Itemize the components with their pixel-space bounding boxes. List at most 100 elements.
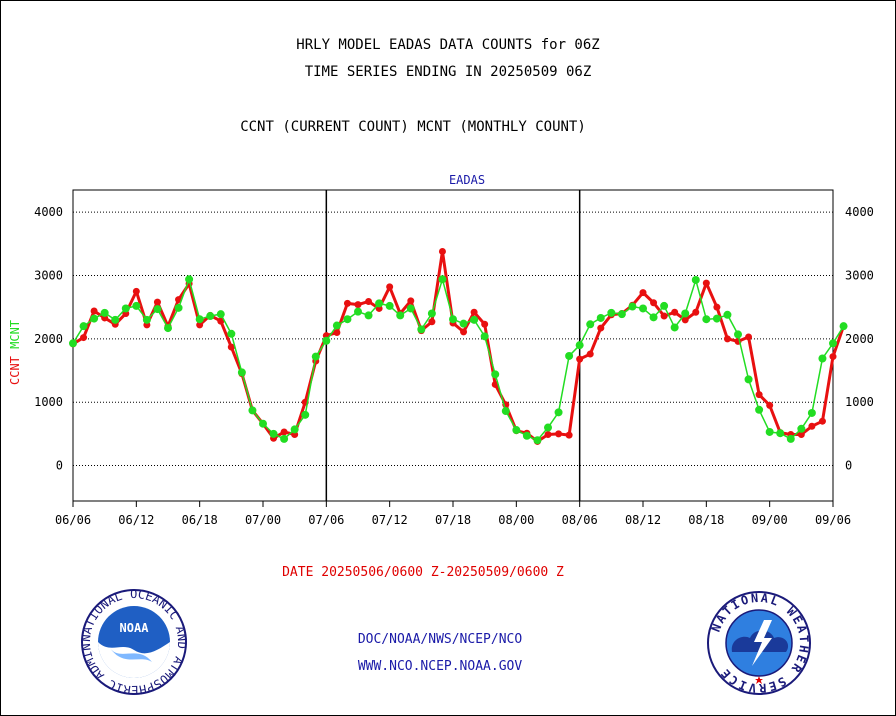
- data-point-mcnt: [301, 410, 310, 419]
- x-tick-label: 07/00: [245, 513, 281, 527]
- data-point-mcnt: [427, 309, 436, 318]
- data-point-mcnt: [354, 307, 362, 316]
- data-point-mcnt: [69, 339, 77, 348]
- data-point-ccnt: [808, 422, 816, 430]
- data-point-mcnt: [153, 305, 162, 314]
- data-point-mcnt: [670, 323, 679, 332]
- data-point-mcnt: [501, 407, 510, 416]
- data-point-ccnt: [217, 317, 225, 325]
- data-point-mcnt: [596, 313, 605, 322]
- data-point-mcnt: [586, 320, 595, 329]
- data-point-ccnt: [766, 401, 774, 409]
- y-axis-label-mcnt: MCNT: [8, 320, 22, 356]
- data-point-mcnt: [195, 315, 204, 324]
- data-point-mcnt: [480, 332, 489, 341]
- data-point-mcnt: [544, 423, 552, 432]
- data-point-mcnt: [829, 339, 837, 348]
- data-point-ccnt: [660, 312, 668, 320]
- data-point-mcnt: [786, 434, 795, 443]
- data-point-mcnt: [185, 275, 194, 284]
- data-point-mcnt: [406, 304, 415, 313]
- y-tick-label-left: 3000: [34, 269, 63, 283]
- data-point-mcnt: [174, 303, 183, 312]
- data-point-mcnt: [765, 427, 774, 436]
- y-tick-label-right: 3000: [845, 269, 874, 283]
- data-point-mcnt: [755, 405, 764, 414]
- data-point-mcnt: [311, 352, 320, 361]
- data-point-ccnt: [745, 333, 753, 341]
- data-point-mcnt: [734, 330, 742, 339]
- data-point-ccnt: [280, 428, 288, 436]
- data-point-mcnt: [132, 301, 141, 310]
- data-point-mcnt: [744, 375, 753, 384]
- data-point-mcnt: [807, 408, 816, 417]
- x-tick-label: 09/06: [815, 513, 851, 527]
- y-tick-label-right: 0: [845, 459, 852, 473]
- data-point-mcnt: [100, 308, 109, 317]
- data-point-mcnt: [259, 419, 267, 428]
- data-point-ccnt: [639, 289, 647, 297]
- noaa-logo: NATIONAL OCEANIC AND ATMOSPHERIC ADMINIS…: [80, 588, 188, 696]
- series-line-mcnt: [72, 278, 845, 441]
- date-range: DATE 20250506/0600 Z-20250509/0600 Z: [282, 565, 564, 580]
- data-point-mcnt: [522, 431, 531, 440]
- data-point-ccnt: [723, 335, 731, 343]
- data-point-ccnt: [153, 298, 161, 306]
- data-point-mcnt: [121, 304, 130, 313]
- data-point-ccnt: [586, 350, 594, 358]
- x-tick-label: 07/06: [308, 513, 344, 527]
- data-point-mcnt: [723, 310, 732, 319]
- data-point-mcnt: [639, 304, 647, 313]
- data-point-mcnt: [280, 434, 289, 443]
- data-point-mcnt: [375, 299, 384, 308]
- data-point-mcnt: [533, 436, 542, 445]
- noaa-logo-text: NOAA: [120, 621, 150, 635]
- data-point-mcnt: [206, 312, 215, 321]
- data-point-mcnt: [269, 429, 278, 438]
- data-point-ccnt: [555, 430, 563, 438]
- data-point-ccnt: [227, 343, 235, 351]
- data-point-ccnt: [333, 329, 341, 337]
- x-tick-label: 08/00: [498, 513, 534, 527]
- header-line-1: HRLY MODEL EADAS DATA COUNTS for 06Z: [296, 37, 600, 53]
- data-point-mcnt: [691, 275, 700, 284]
- data-point-ccnt: [565, 431, 573, 439]
- header-line-2: TIME SERIES ENDING IN 20250509 06Z: [304, 64, 592, 80]
- data-point-ccnt: [829, 353, 837, 361]
- data-point-ccnt: [132, 287, 140, 295]
- data-point-mcnt: [575, 341, 584, 350]
- data-point-mcnt: [142, 315, 151, 324]
- x-tick-label: 07/12: [372, 513, 408, 527]
- x-tick-label: 09/00: [752, 513, 788, 527]
- data-point-mcnt: [660, 301, 669, 310]
- header-line-3: CCNT (CURRENT COUNT) MCNT (MONTHLY COUNT…: [240, 119, 586, 135]
- data-point-mcnt: [649, 313, 658, 322]
- data-point-mcnt: [470, 315, 479, 324]
- data-point-ccnt: [597, 324, 605, 332]
- data-point-mcnt: [512, 426, 521, 435]
- data-point-mcnt: [417, 325, 426, 334]
- data-point-mcnt: [607, 308, 616, 317]
- data-point-ccnt: [460, 328, 468, 336]
- data-point-mcnt: [343, 315, 352, 324]
- data-point-mcnt: [818, 354, 827, 363]
- data-point-ccnt: [797, 430, 805, 438]
- data-point-mcnt: [839, 322, 848, 331]
- data-point-ccnt: [407, 297, 415, 305]
- chart-title: EADAS: [449, 173, 485, 187]
- x-tick-label: 08/18: [688, 513, 724, 527]
- x-tick-label: 07/18: [435, 513, 471, 527]
- data-point-mcnt: [617, 310, 626, 319]
- data-point-mcnt: [396, 311, 405, 320]
- data-point-mcnt: [111, 315, 120, 324]
- y-tick-label-left: 1000: [34, 395, 63, 409]
- x-tick-label: 08/12: [625, 513, 661, 527]
- data-point-ccnt: [692, 308, 700, 316]
- data-point-mcnt: [565, 351, 574, 360]
- data-point-ccnt: [755, 391, 763, 399]
- y-tick-label-left: 2000: [34, 332, 63, 346]
- nws-logo: NATIONAL WEATHER SERVICE: [707, 591, 811, 695]
- y-tick-label-left: 4000: [34, 205, 63, 219]
- data-point-ccnt: [428, 318, 436, 326]
- data-point-mcnt: [237, 368, 246, 377]
